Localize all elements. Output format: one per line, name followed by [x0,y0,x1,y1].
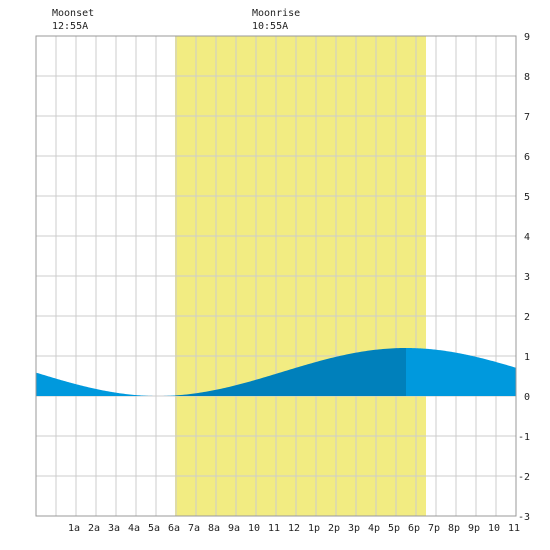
x-tick-label: 5a [148,523,160,534]
moonset-time: 12:55A [52,21,88,32]
x-tick-label: 12 [288,523,300,534]
x-tick-label: 6a [168,523,180,534]
y-tick-label: 7 [524,112,530,123]
x-tick-label: 2p [328,523,340,534]
x-tick-label: 1p [308,523,320,534]
x-tick-label: 1a [68,523,80,534]
tide-area-day [175,348,406,396]
moonrise-time: 10:55A [252,21,288,32]
y-tick-label: 0 [524,392,530,403]
x-tick-label: 11 [268,523,280,534]
tide-area-evening [406,348,516,396]
y-tick-label: 2 [524,312,530,323]
x-tick-label: 8a [208,523,220,534]
x-tick-label: 11 [508,523,520,534]
tide-area-night [36,372,175,396]
x-tick-label: 8p [448,523,460,534]
y-tick-label: 5 [524,192,530,203]
y-tick-label: 1 [524,352,530,363]
x-tick-label: 3p [348,523,360,534]
x-tick-label: 9p [468,523,480,534]
x-tick-label: 4p [368,523,380,534]
x-tick-label: 9a [228,523,240,534]
y-tick-label: -1 [518,432,530,443]
y-tick-label: 3 [524,272,530,283]
moonset-label: Moonset [52,8,94,19]
x-tick-label: 10 [248,523,260,534]
y-tick-label: -2 [518,472,530,483]
x-tick-label: 6p [408,523,420,534]
x-tick-label: 3a [108,523,120,534]
x-tick-label: 7p [428,523,440,534]
x-tick-label: 4a [128,523,140,534]
y-tick-label: 4 [524,232,530,243]
plot-frame [35,35,517,517]
y-tick-label: 8 [524,72,530,83]
y-tick-label: 6 [524,152,530,163]
moonrise-label: Moonrise [252,8,300,19]
x-tick-label: 5p [388,523,400,534]
y-tick-label: 9 [524,32,530,43]
x-tick-label: 7a [188,523,200,534]
y-tick-label: -3 [518,512,530,523]
x-tick-label: 2a [88,523,100,534]
x-tick-label: 10 [488,523,500,534]
